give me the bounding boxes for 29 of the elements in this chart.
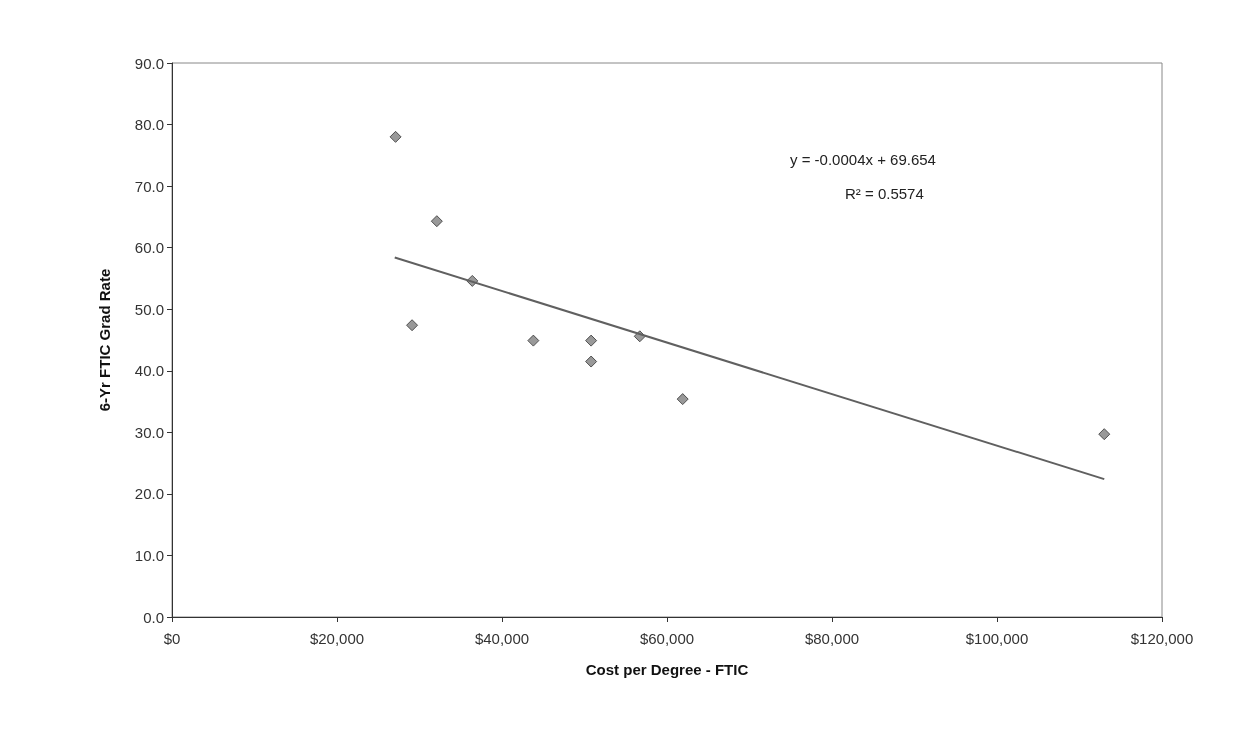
x-tick-label: $40,000 bbox=[474, 630, 530, 647]
y-tick-label: 40.0 bbox=[134, 362, 164, 380]
y-tick-label: 60.0 bbox=[134, 239, 164, 257]
x-tick-label: $0 bbox=[163, 630, 181, 647]
y-tick-label: 80.0 bbox=[134, 116, 164, 134]
point bbox=[430, 215, 443, 228]
y-tick-label: 50.0 bbox=[134, 300, 164, 318]
y-tick-label: 30.0 bbox=[134, 423, 164, 441]
x-tick-label: $60,000 bbox=[639, 630, 695, 647]
point bbox=[389, 130, 402, 143]
y-axis-title: 6-Yr FTIC Grad Rate bbox=[96, 268, 113, 412]
point bbox=[527, 334, 540, 347]
y-tick-label: 20.0 bbox=[134, 485, 164, 503]
y-tick-label: 10.0 bbox=[134, 546, 164, 564]
x-tick-label: $120,000 bbox=[1130, 630, 1194, 647]
annotation: R² = 0.5574 bbox=[845, 185, 924, 202]
point bbox=[676, 393, 689, 406]
y-tick-label: 0.0 bbox=[143, 608, 164, 626]
x-axis-title: Cost per Degree - FTIC bbox=[585, 661, 749, 678]
x-tick-label: $20,000 bbox=[309, 630, 365, 647]
point bbox=[406, 319, 419, 332]
y-tick-label: 90.0 bbox=[134, 54, 164, 72]
point bbox=[585, 355, 598, 368]
y-tick-label: 70.0 bbox=[134, 177, 164, 195]
x-tick-label: $100,000 bbox=[965, 630, 1029, 647]
point bbox=[1098, 428, 1111, 441]
annotation: y = -0.0004x + 69.654 bbox=[790, 151, 936, 168]
point bbox=[585, 334, 598, 347]
x-tick-label: $80,000 bbox=[804, 630, 860, 647]
